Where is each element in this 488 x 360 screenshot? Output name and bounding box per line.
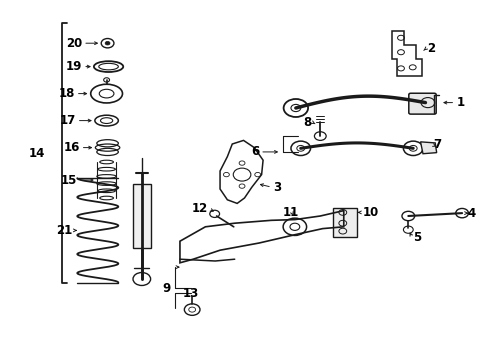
Text: 11: 11 xyxy=(282,206,298,219)
Text: 14: 14 xyxy=(29,147,45,159)
Text: 8: 8 xyxy=(303,116,311,129)
Text: 13: 13 xyxy=(182,287,198,300)
Text: 3: 3 xyxy=(272,181,281,194)
Bar xyxy=(133,184,150,248)
FancyBboxPatch shape xyxy=(408,93,435,114)
Text: 21: 21 xyxy=(56,224,72,237)
Text: 7: 7 xyxy=(432,138,441,151)
Text: 17: 17 xyxy=(60,114,76,127)
Text: 20: 20 xyxy=(66,37,82,50)
Text: 12: 12 xyxy=(191,202,207,215)
Text: 6: 6 xyxy=(250,145,259,158)
Text: 19: 19 xyxy=(66,60,82,73)
Polygon shape xyxy=(420,142,436,154)
Text: 4: 4 xyxy=(467,207,475,220)
Text: 15: 15 xyxy=(61,174,77,186)
Text: 16: 16 xyxy=(63,141,80,154)
Text: 9: 9 xyxy=(162,282,170,294)
Text: 18: 18 xyxy=(59,87,75,100)
Text: 2: 2 xyxy=(426,42,434,55)
Bar xyxy=(332,208,357,237)
Circle shape xyxy=(105,41,110,45)
Text: 1: 1 xyxy=(455,96,464,109)
Text: 5: 5 xyxy=(412,231,421,244)
Text: 10: 10 xyxy=(362,206,378,219)
